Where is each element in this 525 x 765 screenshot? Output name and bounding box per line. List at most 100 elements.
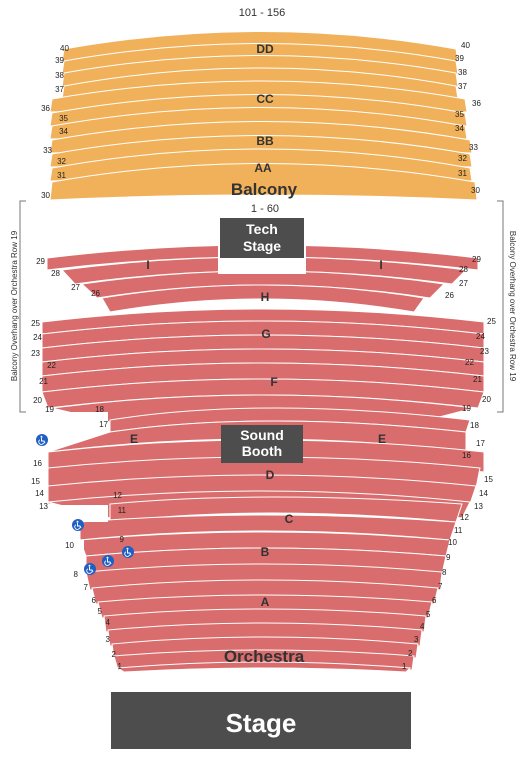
row-number-right: 29	[472, 255, 481, 264]
row-number-left: 13	[39, 502, 48, 511]
row-number-right: 15	[484, 475, 493, 484]
orchestra-row-label: E	[378, 432, 386, 446]
aisle-left-9	[40, 540, 84, 580]
row-number-right: 36	[472, 99, 481, 108]
row-number-right: 38	[458, 68, 467, 77]
row-number-right: 39	[455, 54, 464, 63]
row-number-left: 34	[59, 127, 68, 136]
row-number-right: 25	[487, 317, 496, 326]
orchestra-row-label: B	[261, 545, 270, 559]
stage-box	[111, 692, 411, 749]
row-number-left: 25	[31, 319, 40, 328]
orchestra-seat-range: 1 - 60	[251, 203, 279, 215]
balcony-row-label: CC	[256, 92, 274, 106]
row-number-right: 2	[408, 649, 413, 658]
row-number-left: 37	[55, 85, 64, 94]
row-number-left: 4	[106, 618, 111, 627]
wheelchair-icon[interactable]	[84, 563, 96, 575]
row-number-left: 9	[120, 535, 125, 544]
row-number-left: 16	[33, 459, 42, 468]
row-number-right: 34	[455, 124, 464, 133]
row-labels: DD CC BB AA I I H G F E E D C B A	[130, 42, 386, 609]
row-number-right: 30	[471, 186, 480, 195]
balcony-row-label: DD	[256, 42, 274, 56]
row-number-left: 32	[57, 157, 66, 166]
sound-booth-line1: Sound	[240, 427, 284, 443]
row-number-right: 14	[479, 489, 488, 498]
orchestra-row-label: C	[285, 512, 294, 526]
row-number-left: 14	[35, 489, 44, 498]
row-number-right: 21	[473, 375, 482, 384]
wheelchair-icon[interactable]	[102, 555, 114, 567]
row-number-left: 33	[43, 146, 52, 155]
tech-stage-line1: Tech	[246, 221, 278, 237]
row-number-right: 27	[459, 279, 468, 288]
accessible-seating	[36, 434, 134, 575]
row-number-right: 13	[474, 502, 483, 511]
orch-row-26[interactable]	[101, 284, 425, 313]
row-number-left: 17	[99, 420, 108, 429]
row-number-left: 20	[33, 396, 42, 405]
row-numbers: 4039383736353433323130292827262524232221…	[31, 41, 496, 671]
row-number-right: 22	[465, 358, 474, 367]
row-number-right: 7	[438, 582, 443, 591]
orch-row-1[interactable]	[116, 661, 412, 673]
row-number-left: 6	[92, 596, 97, 605]
wheelchair-icon[interactable]	[72, 519, 84, 531]
row-number-right: 5	[426, 610, 431, 619]
orchestra-row-label: F	[270, 375, 277, 389]
orchestra-row-label: E	[130, 432, 138, 446]
row-number-left: 8	[74, 570, 79, 579]
row-number-right: 19	[462, 404, 471, 413]
overhang-note-right: Balcony Overhang over Orchestra Row 19	[508, 231, 517, 382]
wheelchair-icon[interactable]	[122, 546, 134, 558]
row-number-left: 1	[118, 662, 123, 671]
orchestra-row-label: G	[261, 327, 270, 341]
row-number-left: 10	[65, 541, 74, 550]
row-number-right: 33	[469, 143, 478, 152]
row-number-right: 17	[476, 439, 485, 448]
sound-booth-box	[221, 425, 303, 463]
balcony-seat-range: 101 - 156	[239, 7, 285, 19]
orchestra-label: Orchestra	[224, 647, 305, 666]
orchestra-row-label: H	[261, 290, 270, 304]
row-number-right: 10	[448, 538, 457, 547]
row-number-left: 12	[113, 491, 122, 500]
orchestra-row-label: I	[379, 258, 382, 272]
row-number-left: 5	[98, 607, 103, 616]
row-number-left: 2	[112, 650, 117, 659]
orchestra-section[interactable]	[41, 244, 485, 673]
tech-stage-line2: Stage	[243, 238, 281, 254]
row-number-left: 31	[57, 171, 66, 180]
orchestra-row-label: D	[266, 468, 275, 482]
row-number-left: 40	[60, 44, 69, 53]
balcony-row-30[interactable]	[49, 163, 478, 201]
aisle-left-18	[40, 412, 108, 440]
row-number-left: 19	[45, 405, 54, 414]
row-number-right: 9	[446, 553, 451, 562]
row-number-right: 3	[414, 635, 419, 644]
row-number-right: 28	[459, 265, 468, 274]
row-number-left: 7	[84, 583, 89, 592]
row-number-left: 30	[41, 191, 50, 200]
row-number-left: 29	[36, 257, 45, 266]
sound-booth-line2: Booth	[242, 443, 282, 459]
row-number-right: 35	[455, 110, 464, 119]
row-number-left: 35	[59, 114, 68, 123]
row-number-right: 26	[445, 291, 454, 300]
row-number-left: 21	[39, 377, 48, 386]
balcony-section[interactable]	[49, 31, 478, 201]
row-number-left: 36	[41, 104, 50, 113]
stage-label: Stage	[226, 708, 297, 738]
row-number-left: 39	[55, 56, 64, 65]
row-number-left: 28	[51, 269, 60, 278]
balcony-row-label: AA	[254, 161, 272, 175]
row-number-left: 18	[95, 405, 104, 414]
row-number-right: 1	[402, 662, 407, 671]
balcony-row-label: BB	[256, 134, 274, 148]
row-number-left: 23	[31, 349, 40, 358]
wheelchair-icon[interactable]	[36, 434, 48, 446]
row-number-right: 8	[442, 568, 447, 577]
balcony-label: Balcony	[231, 180, 298, 199]
